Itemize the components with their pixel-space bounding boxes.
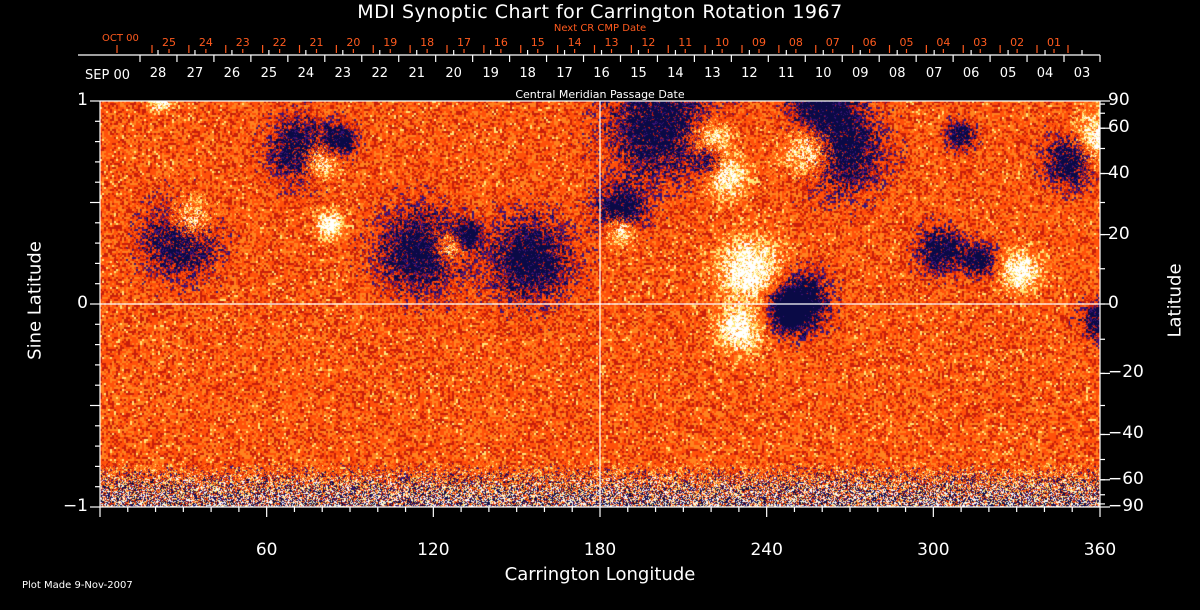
x-tick-label: 120 xyxy=(417,540,450,560)
next-date-label: 24 xyxy=(198,36,213,49)
y-tick-label-left: −1 xyxy=(62,496,88,516)
next-date-label: 05 xyxy=(899,36,914,49)
cmp-axis-label: Central Meridian Passage Date xyxy=(515,88,685,101)
next-date-label: 13 xyxy=(604,36,619,49)
next-cr-axis-label: Next CR CMP Date xyxy=(553,23,647,34)
cmp-date-label: 15 xyxy=(630,66,647,81)
next-date-label: 11 xyxy=(678,36,693,49)
cmp-date-label: 16 xyxy=(593,66,610,81)
cmp-date-label: 22 xyxy=(371,66,389,81)
next-date-label: 21 xyxy=(309,36,324,49)
y-tick-label-right: −90 xyxy=(1108,496,1144,516)
y-tick-label-right: −60 xyxy=(1108,468,1144,489)
cmp-date-label: 25 xyxy=(260,66,278,81)
next-date-label: 20 xyxy=(346,36,361,49)
x-axis-label: Carrington Longitude xyxy=(504,564,696,585)
next-date-label: 15 xyxy=(530,36,545,49)
cmp-date-label: 04 xyxy=(1036,66,1054,81)
cmp-date-label: 19 xyxy=(482,66,499,81)
cmp-date-label: 10 xyxy=(815,66,832,81)
cmp-date-label: 03 xyxy=(1073,66,1091,81)
x-tick-label: 60 xyxy=(255,540,278,560)
y-tick-label-right: 40 xyxy=(1108,162,1130,183)
y-tick-label-right: −20 xyxy=(1108,362,1144,383)
top-axis-start: SEP 00 xyxy=(85,68,130,83)
x-tick-label: 360 xyxy=(1083,540,1117,560)
next-date-label: 03 xyxy=(973,36,988,49)
cmp-date-label: 20 xyxy=(445,66,462,81)
cmp-date-label: 12 xyxy=(741,66,758,81)
cmp-date-label: 27 xyxy=(186,66,204,81)
next-date-label: 01 xyxy=(1047,36,1061,49)
y-tick-label-left: 1 xyxy=(77,90,88,110)
y-axis-label-right: Latitude xyxy=(1164,263,1186,338)
next-date-label: 06 xyxy=(862,36,877,49)
next-date-label: 08 xyxy=(788,36,803,49)
next-date-label: 16 xyxy=(493,36,508,49)
cmp-date-label: 28 xyxy=(149,66,167,81)
next-date-label: 23 xyxy=(235,36,250,49)
x-tick-label: 240 xyxy=(750,540,783,560)
y-tick-label-right: 20 xyxy=(1108,223,1130,244)
cmp-date-label: 06 xyxy=(962,66,980,81)
cmp-date-label: 14 xyxy=(667,66,684,81)
next-date-label: 09 xyxy=(752,36,766,49)
cmp-date-label: 11 xyxy=(778,66,795,81)
cmp-date-label: 07 xyxy=(925,66,943,81)
cmp-date-label: 09 xyxy=(851,66,869,81)
y-tick-label-right: 0 xyxy=(1108,293,1119,313)
y-tick-label-right: 90 xyxy=(1108,90,1130,110)
next-date-label: 14 xyxy=(567,36,582,49)
y-axis-label: Sine Latitude xyxy=(24,241,46,360)
cmp-date-label: 13 xyxy=(704,66,721,81)
cmp-date-label: 26 xyxy=(223,66,241,81)
cmp-date-label: 18 xyxy=(519,66,536,81)
next-date-label: 12 xyxy=(641,36,656,49)
plot-made-note: Plot Made 9-Nov-2007 xyxy=(22,580,133,591)
next-date-label: 25 xyxy=(162,36,176,49)
cmp-date-label: 23 xyxy=(334,66,352,81)
next-date-label: 22 xyxy=(272,36,287,49)
next-date-label: 10 xyxy=(715,36,730,49)
y-tick-label-right: −40 xyxy=(1108,423,1144,444)
next-date-label: 19 xyxy=(383,36,398,49)
cmp-date-label: 24 xyxy=(297,66,315,81)
cmp-date-label: 05 xyxy=(999,66,1017,81)
next-date-label: 18 xyxy=(420,36,435,49)
x-tick-label: 300 xyxy=(917,540,950,560)
next-date-label: 17 xyxy=(457,36,471,49)
next-date-label: 04 xyxy=(936,36,951,49)
cmp-date-label: 17 xyxy=(556,66,573,81)
y-tick-label-left: 0 xyxy=(77,293,88,313)
cmp-date-label: 08 xyxy=(888,66,906,81)
cmp-date-label: 21 xyxy=(408,66,425,81)
next-date-label: 07 xyxy=(825,36,840,49)
chart-title: MDI Synoptic Chart for Carrington Rotati… xyxy=(357,1,843,23)
next-date-label: 02 xyxy=(1010,36,1025,49)
y-tick-label-right: 60 xyxy=(1108,117,1130,138)
next-axis-start: OCT 00 xyxy=(102,33,139,44)
x-tick-label: 180 xyxy=(583,540,617,560)
